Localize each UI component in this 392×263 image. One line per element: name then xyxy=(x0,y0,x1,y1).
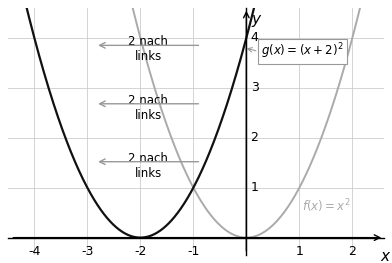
Text: y: y xyxy=(252,12,261,27)
Text: 2 nach
links: 2 nach links xyxy=(128,94,168,122)
Text: 2 nach
links: 2 nach links xyxy=(128,35,168,63)
Text: 2 nach
links: 2 nach links xyxy=(128,152,168,180)
Text: 3: 3 xyxy=(250,81,258,94)
Text: $g(x) = (x + 2)^2$: $g(x) = (x + 2)^2$ xyxy=(261,42,344,61)
Text: 4: 4 xyxy=(250,31,258,44)
Text: 2: 2 xyxy=(348,245,356,258)
Text: $f(x) = x^2$: $f(x) = x^2$ xyxy=(302,198,351,215)
Text: -4: -4 xyxy=(28,245,40,258)
Text: 1: 1 xyxy=(250,181,258,194)
Text: 2: 2 xyxy=(250,131,258,144)
Text: x: x xyxy=(380,249,389,263)
Text: -3: -3 xyxy=(81,245,94,258)
Text: 1: 1 xyxy=(296,245,303,258)
Text: -2: -2 xyxy=(134,245,147,258)
Text: -1: -1 xyxy=(187,245,200,258)
